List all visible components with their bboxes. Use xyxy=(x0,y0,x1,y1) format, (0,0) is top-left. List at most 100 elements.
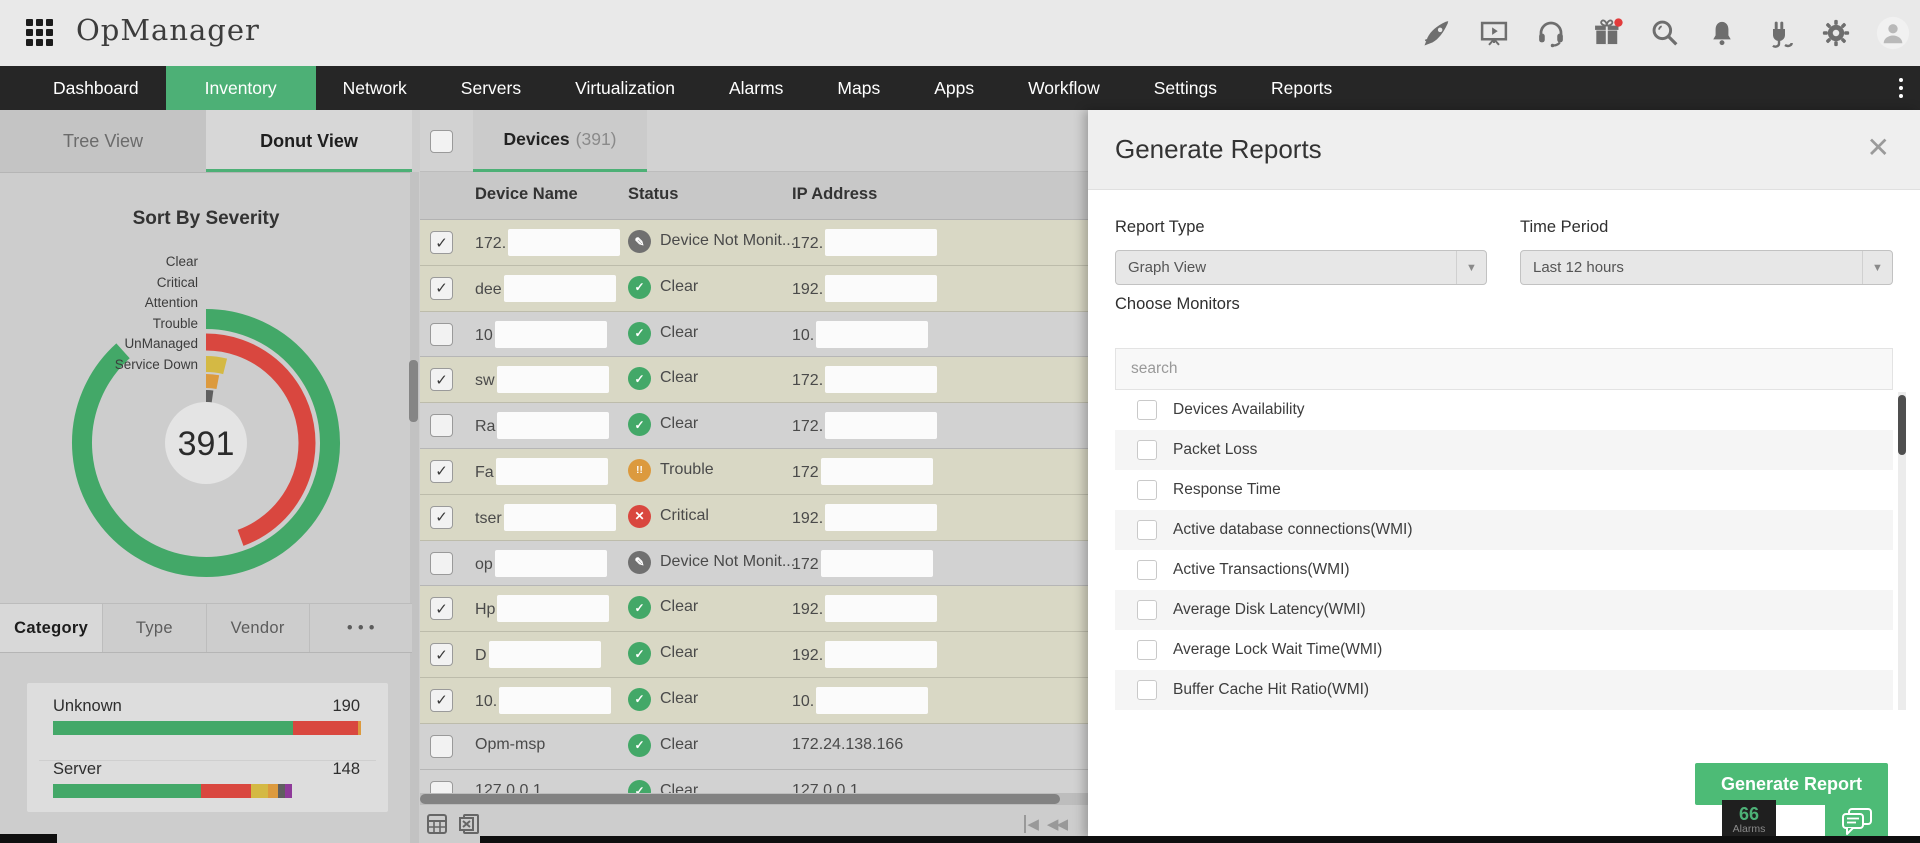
row-checkbox[interactable] xyxy=(430,734,453,758)
nav-item-settings[interactable]: Settings xyxy=(1153,77,1217,98)
table-row[interactable]: ✓ sw ✓ Clear 172. xyxy=(420,357,1088,404)
plug-icon[interactable] xyxy=(1762,16,1796,50)
monitor-item[interactable]: Packet Loss xyxy=(1115,430,1893,470)
feedback-chat-button[interactable] xyxy=(1825,800,1888,843)
monitor-checkbox[interactable] xyxy=(1137,560,1157,580)
nav-item-inventory[interactable]: Inventory xyxy=(165,66,316,110)
presentation-icon[interactable] xyxy=(1477,16,1511,50)
table-row[interactable]: op ✎ Device Not Monit... 172 xyxy=(420,540,1088,587)
row-checkbox[interactable]: ✓ xyxy=(430,276,453,300)
monitor-item[interactable]: Active database connections(WMI) xyxy=(1115,510,1893,550)
monitor-checkbox[interactable] xyxy=(1137,520,1157,540)
row-checkbox[interactable] xyxy=(430,414,453,438)
search-icon[interactable] xyxy=(1648,16,1682,50)
row-checkbox[interactable]: ✓ xyxy=(430,688,453,712)
table-row[interactable]: ✓ D ✓ Clear 192. xyxy=(420,632,1088,678)
generate-report-button[interactable]: Generate Report xyxy=(1695,763,1888,805)
col-ip-address[interactable]: IP Address xyxy=(792,185,878,203)
monitor-item[interactable]: Average Disk Latency(WMI) xyxy=(1115,590,1893,630)
close-icon[interactable]: ✕ xyxy=(1866,132,1890,163)
category-row-server[interactable]: Server 148 xyxy=(53,760,360,798)
horizontal-scrollbar[interactable] xyxy=(420,793,1088,805)
gift-icon[interactable] xyxy=(1591,16,1625,50)
table-row[interactable]: ✓ tser ✕ Critical 192. xyxy=(420,494,1088,541)
nav-item-apps[interactable]: Apps xyxy=(934,77,975,98)
monitor-search-input[interactable] xyxy=(1115,348,1893,390)
row-checkbox[interactable]: ✓ xyxy=(430,643,453,667)
rocket-icon[interactable] xyxy=(1420,16,1454,50)
category-row-unknown[interactable]: Unknown 190 xyxy=(53,697,361,735)
monitor-checkbox[interactable] xyxy=(1137,400,1157,420)
nav-item-workflow[interactable]: Workflow xyxy=(1028,77,1100,98)
select-all-checkbox[interactable] xyxy=(430,130,453,153)
nav-item-dashboard[interactable]: Dashboard xyxy=(53,77,139,98)
monitor-checkbox[interactable] xyxy=(1137,440,1157,460)
ip-address-text: 192. xyxy=(792,601,824,619)
monitor-checkbox[interactable] xyxy=(1137,680,1157,700)
row-checkbox[interactable]: ✓ xyxy=(430,459,453,483)
prev-page-icon[interactable]: ◀◀ xyxy=(1046,816,1068,833)
export-table-icon[interactable] xyxy=(425,812,449,836)
donut-arc-clear[interactable] xyxy=(72,309,340,577)
monitors-scrollbar[interactable] xyxy=(1898,392,1906,710)
avatar[interactable] xyxy=(1876,16,1910,50)
export-excel-icon[interactable] xyxy=(458,812,482,836)
nav-item-servers[interactable]: Servers xyxy=(460,77,522,98)
table-row[interactable]: ✓ Fa!! Trouble 172 xyxy=(420,448,1088,495)
nav-item-network[interactable]: Network xyxy=(342,77,407,98)
tab-devices[interactable]: Devices (391) xyxy=(473,110,647,172)
table-row[interactable]: ✓ Hp ✓ Clear 192. xyxy=(420,586,1088,633)
headset-icon[interactable] xyxy=(1534,16,1568,50)
monitor-checkbox[interactable] xyxy=(1137,600,1157,620)
monitor-item[interactable]: Active Transactions(WMI) xyxy=(1115,550,1893,590)
nav-item-maps[interactable]: Maps xyxy=(837,77,881,98)
table-row[interactable]: Opm-msp ✓ Clear 172.24.138.166 xyxy=(420,723,1088,770)
apps-grid-icon[interactable] xyxy=(26,19,55,48)
row-checkbox[interactable] xyxy=(430,780,453,793)
severity-donut-chart[interactable]: 391 xyxy=(0,190,412,670)
table-row[interactable]: 10 ✓ Clear 10. xyxy=(420,311,1088,358)
row-checkbox[interactable]: ✓ xyxy=(430,231,453,254)
table-row[interactable]: Ra ✓ Clear 172. xyxy=(420,403,1088,449)
devices-count: (391) xyxy=(575,129,617,149)
table-row[interactable]: ✓ 10. ✓ Clear 10. xyxy=(420,677,1088,724)
category-tab-category[interactable]: Category xyxy=(0,604,104,652)
bell-icon[interactable] xyxy=(1705,16,1739,50)
first-page-icon[interactable]: ◀ xyxy=(1024,815,1039,833)
row-checkbox[interactable] xyxy=(430,551,453,575)
donut-arc-trouble[interactable] xyxy=(205,374,220,390)
row-checkbox[interactable] xyxy=(430,322,453,346)
category-tab-vendor[interactable]: Vendor xyxy=(206,604,310,652)
monitor-item[interactable]: Response Time xyxy=(1115,470,1893,510)
donut-arc-attention[interactable] xyxy=(205,356,228,375)
sidebar-scrollbar[interactable] xyxy=(409,172,419,843)
monitor-checkbox[interactable] xyxy=(1137,480,1157,500)
row-checkbox[interactable]: ✓ xyxy=(430,368,453,392)
row-checkbox[interactable]: ✓ xyxy=(430,505,453,529)
kebab-menu-icon[interactable] xyxy=(1890,66,1912,110)
row-checkbox[interactable]: ✓ xyxy=(430,597,453,621)
monitor-item[interactable]: Devices Availability xyxy=(1115,390,1893,430)
category-tab-type[interactable]: Type xyxy=(103,604,207,652)
category-tab-more[interactable]: • • • xyxy=(309,604,412,652)
redacted-name-box xyxy=(488,641,601,669)
col-device-name[interactable]: Device Name xyxy=(475,185,578,203)
report-type-dropdown[interactable]: Graph View ▼ xyxy=(1115,250,1487,285)
nav-item-virtualization[interactable]: Virtualization xyxy=(575,77,675,98)
time-period-dropdown[interactable]: Last 12 hours ▼ xyxy=(1520,250,1893,285)
monitor-item[interactable]: Average Lock Wait Time(WMI) xyxy=(1115,630,1893,670)
bar-segment-green xyxy=(53,721,294,735)
table-row[interactable]: ✓ dee ✓ Clear 192. xyxy=(420,265,1088,312)
nav-item-reports[interactable]: Reports xyxy=(1270,77,1333,98)
table-row[interactable]: ✓ 172. ✎ Device Not Monit... 172. xyxy=(420,220,1088,266)
gear-icon[interactable] xyxy=(1819,16,1853,50)
alarms-badge[interactable]: 66 Alarms xyxy=(1722,800,1776,840)
tab-tree-view[interactable]: Tree View xyxy=(0,110,206,172)
col-status[interactable]: Status xyxy=(628,185,679,203)
monitor-item[interactable]: Buffer Cache Hit Ratio(WMI) xyxy=(1115,670,1893,710)
nav-item-alarms[interactable]: Alarms xyxy=(728,77,784,98)
table-row[interactable]: 127.0.0.1 ✓ Clear 127.0.0.1 xyxy=(420,769,1088,793)
tab-donut-view[interactable]: Donut View xyxy=(206,110,412,172)
monitor-checkbox[interactable] xyxy=(1137,640,1157,660)
donut-arc-critical[interactable] xyxy=(205,333,316,546)
